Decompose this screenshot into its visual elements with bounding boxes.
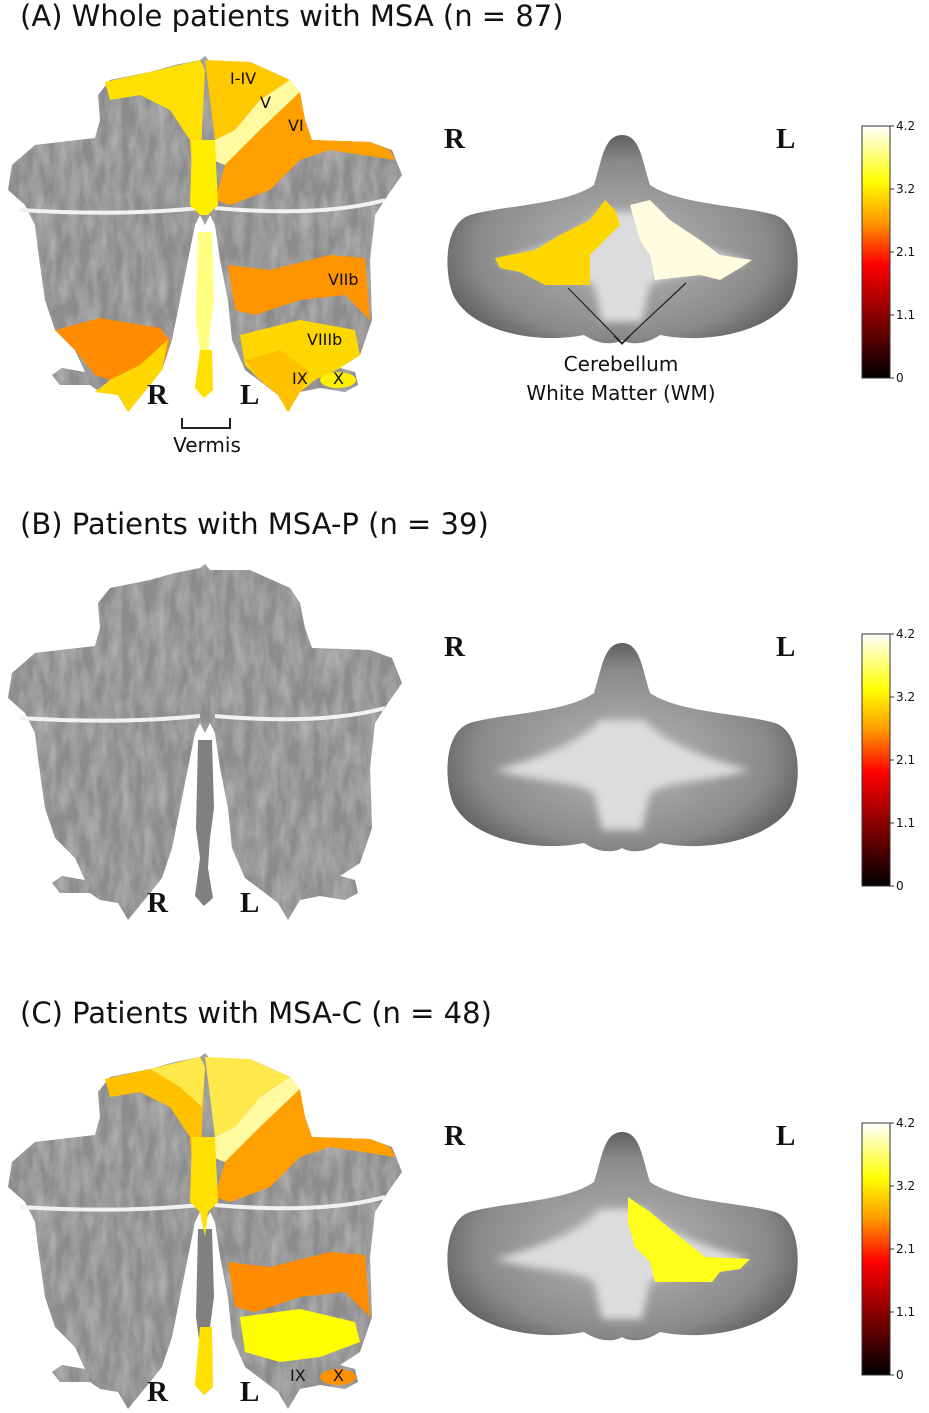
colorbar-tick: 1.1 bbox=[896, 308, 915, 322]
colorbar: 4.2 3.2 2.1 1.1 0 bbox=[861, 119, 915, 385]
right-label: R bbox=[444, 631, 466, 663]
colorbar: 4.2 3.2 2.1 1.1 0 bbox=[861, 1116, 915, 1382]
colorbar-tick: 0 bbox=[896, 371, 904, 385]
lobule-label: VIIIb bbox=[307, 330, 342, 349]
wm-cluster-right bbox=[495, 200, 620, 285]
colorbar-tick: 2.1 bbox=[896, 245, 915, 259]
wm-pointer-lines bbox=[567, 282, 687, 345]
region-viiib bbox=[240, 1309, 360, 1362]
panel-b: (B) Patients with MSA-P (n = 39) R L R L… bbox=[8, 507, 915, 920]
colorbar-tick: 2.1 bbox=[896, 1242, 915, 1256]
colorbar-tick: 2.1 bbox=[896, 753, 915, 767]
right-label: R bbox=[147, 379, 169, 411]
right-label: R bbox=[444, 123, 466, 155]
region-left-viii bbox=[95, 340, 168, 412]
region-vermis bbox=[190, 140, 218, 215]
lobule-label: VIIb bbox=[328, 270, 359, 289]
region-v bbox=[212, 80, 300, 165]
left-label: L bbox=[776, 631, 795, 663]
region-x bbox=[320, 372, 356, 388]
panel-title: (C) Patients with MSA-C (n = 48) bbox=[20, 996, 492, 1030]
left-label: L bbox=[776, 1120, 795, 1152]
colorbar-tick: 1.1 bbox=[896, 816, 915, 830]
coronal-slice bbox=[447, 135, 798, 344]
vermis-bracket bbox=[181, 418, 231, 429]
wm-label-line2: White Matter (WM) bbox=[526, 381, 715, 405]
colorbar: 4.2 3.2 2.1 1.1 0 bbox=[861, 627, 915, 893]
colorbar-tick: 0 bbox=[896, 1368, 904, 1382]
region-viib bbox=[228, 255, 370, 320]
lobule-label: V bbox=[260, 93, 271, 112]
colorbar-tick: 3.2 bbox=[896, 690, 915, 704]
panel-title: (B) Patients with MSA-P (n = 39) bbox=[20, 507, 489, 541]
region-vi bbox=[215, 92, 395, 205]
region-ix bbox=[245, 350, 310, 412]
lobule-label: I-IV bbox=[230, 69, 256, 88]
wm-cluster-left bbox=[630, 200, 752, 280]
wm-cluster-left bbox=[628, 1197, 750, 1282]
region-left-anterior bbox=[105, 1057, 205, 1202]
left-label: L bbox=[240, 887, 259, 919]
colorbar-tick: 3.2 bbox=[896, 1179, 915, 1193]
lobule-label: X bbox=[333, 369, 344, 388]
lobule-label: IX bbox=[290, 1366, 306, 1385]
region-left-anterior bbox=[105, 60, 205, 205]
cerebellar-flatmap bbox=[8, 56, 402, 412]
cerebellar-flatmap bbox=[8, 564, 402, 920]
left-label: L bbox=[776, 123, 795, 155]
vermis-label: Vermis bbox=[173, 433, 241, 457]
lobule-label: VI bbox=[288, 116, 304, 135]
colorbar-tick: 3.2 bbox=[896, 182, 915, 196]
region-x bbox=[320, 1369, 356, 1385]
colorbar-tick: 1.1 bbox=[896, 1305, 915, 1319]
region-i-iv bbox=[205, 1057, 290, 1137]
wm-label-line1: Cerebellum bbox=[564, 352, 679, 376]
colorbar-tick: 0 bbox=[896, 879, 904, 893]
coronal-slice bbox=[447, 643, 798, 852]
lobule-label: IX bbox=[292, 369, 308, 388]
cerebellar-flatmap bbox=[8, 1053, 402, 1409]
colorbar-tick: 4.2 bbox=[896, 627, 915, 641]
right-label: R bbox=[444, 1120, 466, 1152]
left-label: L bbox=[240, 379, 259, 411]
colorbar-tick: 4.2 bbox=[896, 1116, 915, 1130]
region-v bbox=[212, 1077, 300, 1162]
right-label: R bbox=[147, 1376, 169, 1408]
lobule-label: X bbox=[333, 1366, 344, 1385]
panel-title: (A) Whole patients with MSA (n = 87) bbox=[20, 0, 564, 33]
region-i-iv bbox=[205, 60, 290, 140]
panel-a: (A) Whole patients with MSA (n = 87) I-I… bbox=[8, 0, 915, 457]
colorbar-tick: 4.2 bbox=[896, 119, 915, 133]
panel-c: (C) Patients with MSA-C (n = 48) IX X R … bbox=[8, 996, 915, 1409]
region-viib bbox=[228, 1252, 370, 1317]
right-label: R bbox=[147, 887, 169, 919]
coronal-slice bbox=[447, 1132, 798, 1341]
region-vermis bbox=[190, 1137, 218, 1237]
region-vi bbox=[215, 1089, 395, 1202]
left-label: L bbox=[240, 1376, 259, 1408]
